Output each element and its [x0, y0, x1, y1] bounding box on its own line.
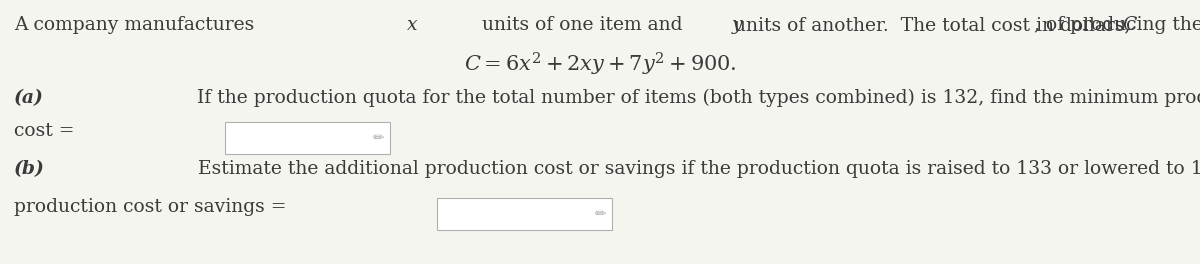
Text: ✏: ✏ — [372, 131, 384, 145]
Text: y: y — [732, 16, 742, 34]
Text: (a): (a) — [14, 89, 44, 107]
Text: units of one item and: units of one item and — [476, 16, 689, 34]
Text: If the production quota for the total number of items (both types combined) is 1: If the production quota for the total nu… — [191, 89, 1200, 107]
Text: ✏: ✏ — [594, 207, 606, 221]
Text: A company manufactures: A company manufactures — [14, 16, 260, 34]
Text: $C = 6x^2 + 2xy + 7y^2 + 900.$: $C = 6x^2 + 2xy + 7y^2 + 900.$ — [463, 50, 737, 78]
FancyBboxPatch shape — [437, 198, 612, 230]
FancyBboxPatch shape — [226, 122, 390, 154]
Text: units of another.  The total cost in dollars,: units of another. The total cost in doll… — [727, 16, 1136, 34]
Text: Estimate the additional production cost or savings if the production quota is ra: Estimate the additional production cost … — [192, 160, 1200, 178]
Text: C: C — [1122, 16, 1136, 34]
Text: , of producing these two items is approximated by the function: , of producing these two items is approx… — [1034, 16, 1200, 34]
Text: production cost or savings =: production cost or savings = — [14, 198, 287, 216]
Text: cost =: cost = — [14, 122, 74, 140]
Text: x: x — [407, 16, 418, 34]
Text: (b): (b) — [14, 160, 44, 178]
